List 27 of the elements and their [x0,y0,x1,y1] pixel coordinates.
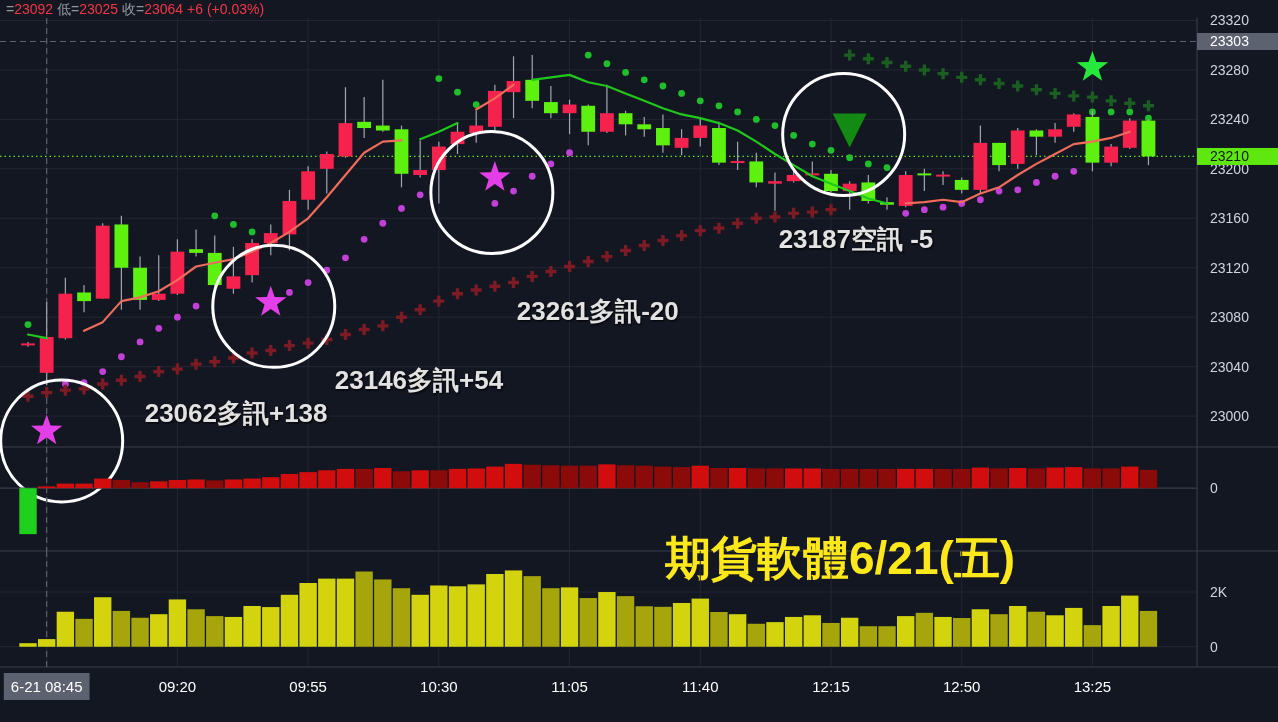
x-tick-label: 12:15 [812,678,850,695]
y-tick-label: 23120 [1210,259,1249,276]
y-tick-label: 23040 [1210,358,1249,375]
annotation: 23187空訊 -5 [778,223,934,254]
y-tick-label: 23240 [1210,111,1249,128]
x-tick-label: 11:05 [551,678,588,695]
y-tick-label: 23000 [1210,408,1249,425]
y-tick-label: 0 [1210,638,1218,655]
y-tick-label: 23160 [1210,210,1249,227]
x-tick-label: 09:20 [158,678,197,695]
annotation: =23092 低=23025 收=23064 +6 (+0.03%) [6,1,265,17]
x-tick-label: 09:55 [289,678,327,695]
y-tick-label: 23280 [1210,61,1249,78]
x-tick-label: 6-21 08:45 [10,678,83,695]
y-tick-label: 2K [1210,584,1228,601]
annotation: 23261多訊-20 [516,296,679,327]
annotation: 期貨軟體6/21(五) [665,532,1016,584]
y-tick-label: 23080 [1210,309,1249,326]
x-tick-label: 13:25 [1073,678,1112,695]
x-tick-label: 11:40 [682,678,719,695]
x-tick-label: 10:30 [420,678,458,695]
y-tick-label: 23320 [1210,12,1249,29]
annotation: 23062多訊+138 [144,397,328,428]
ref-label: 0 [1210,480,1218,497]
ref-label: 23303 [1210,33,1249,50]
annotation: 23146多訊+54 [334,365,504,396]
x-tick-label: 12:50 [942,678,981,695]
